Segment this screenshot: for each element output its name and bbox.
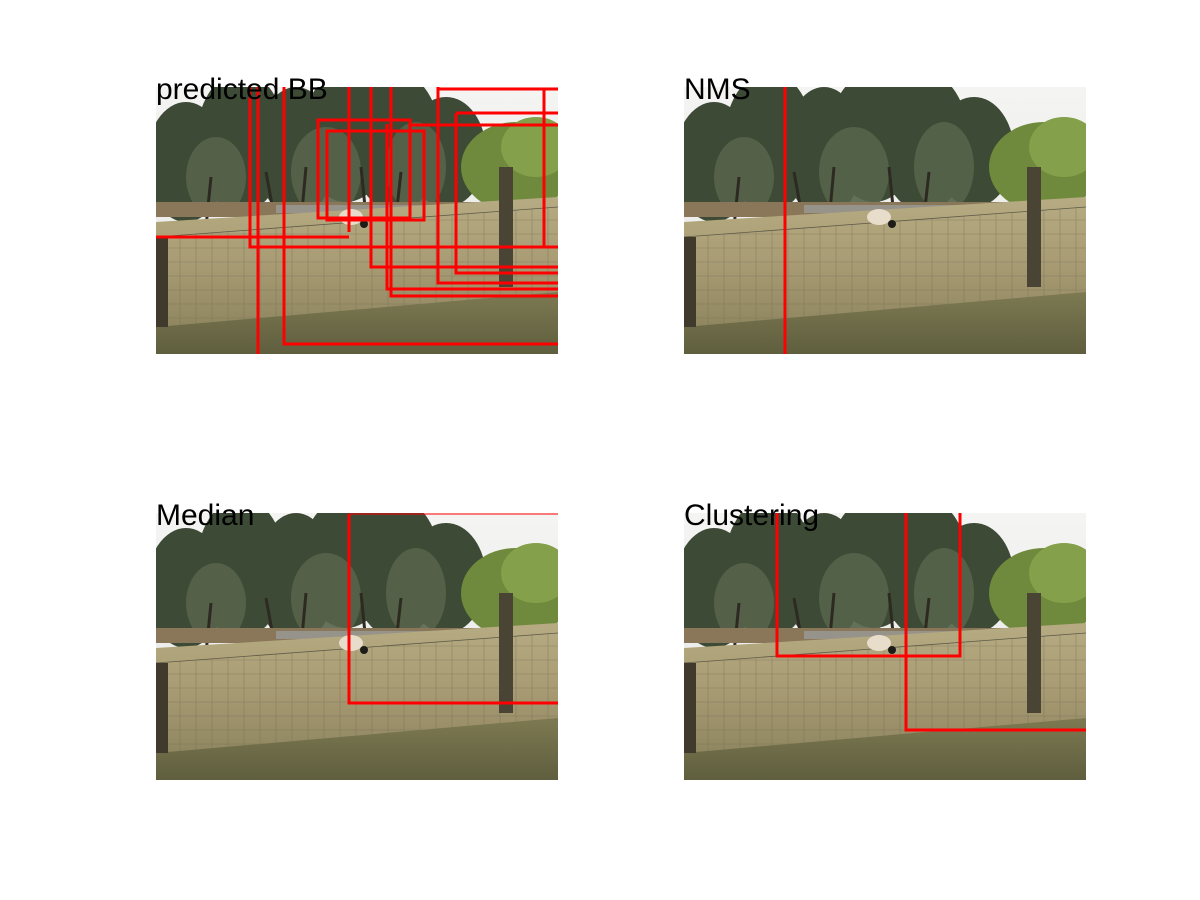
median-panel: Median <box>156 501 558 780</box>
nms-panel: NMS <box>684 75 1086 354</box>
bounding-box <box>248 87 558 249</box>
bounding-boxes <box>783 87 787 354</box>
bounding-box <box>347 514 558 705</box>
bounding-boxes <box>775 513 1086 732</box>
bounding-box <box>282 87 558 346</box>
bounding-box <box>775 513 962 658</box>
bounding-box <box>436 87 558 285</box>
bounding-box <box>438 87 546 247</box>
panel-title: Median <box>156 499 255 532</box>
panel-title: predicted BB <box>156 73 328 106</box>
bounding-box <box>454 111 558 275</box>
clustering-panel: Clustering <box>684 501 1086 780</box>
bounding-box <box>316 118 412 220</box>
bounding-box <box>389 87 558 298</box>
bounding-box <box>385 124 558 291</box>
panel-title: Clustering <box>684 499 820 532</box>
bounding-box <box>369 87 558 269</box>
bounding-boxes <box>156 87 558 354</box>
bounding-box <box>325 129 426 222</box>
bounding-box <box>904 513 1086 732</box>
bounding-boxes <box>347 513 558 705</box>
panel-title: NMS <box>684 73 751 106</box>
predicted-bb-panel: predicted BB <box>156 75 558 354</box>
